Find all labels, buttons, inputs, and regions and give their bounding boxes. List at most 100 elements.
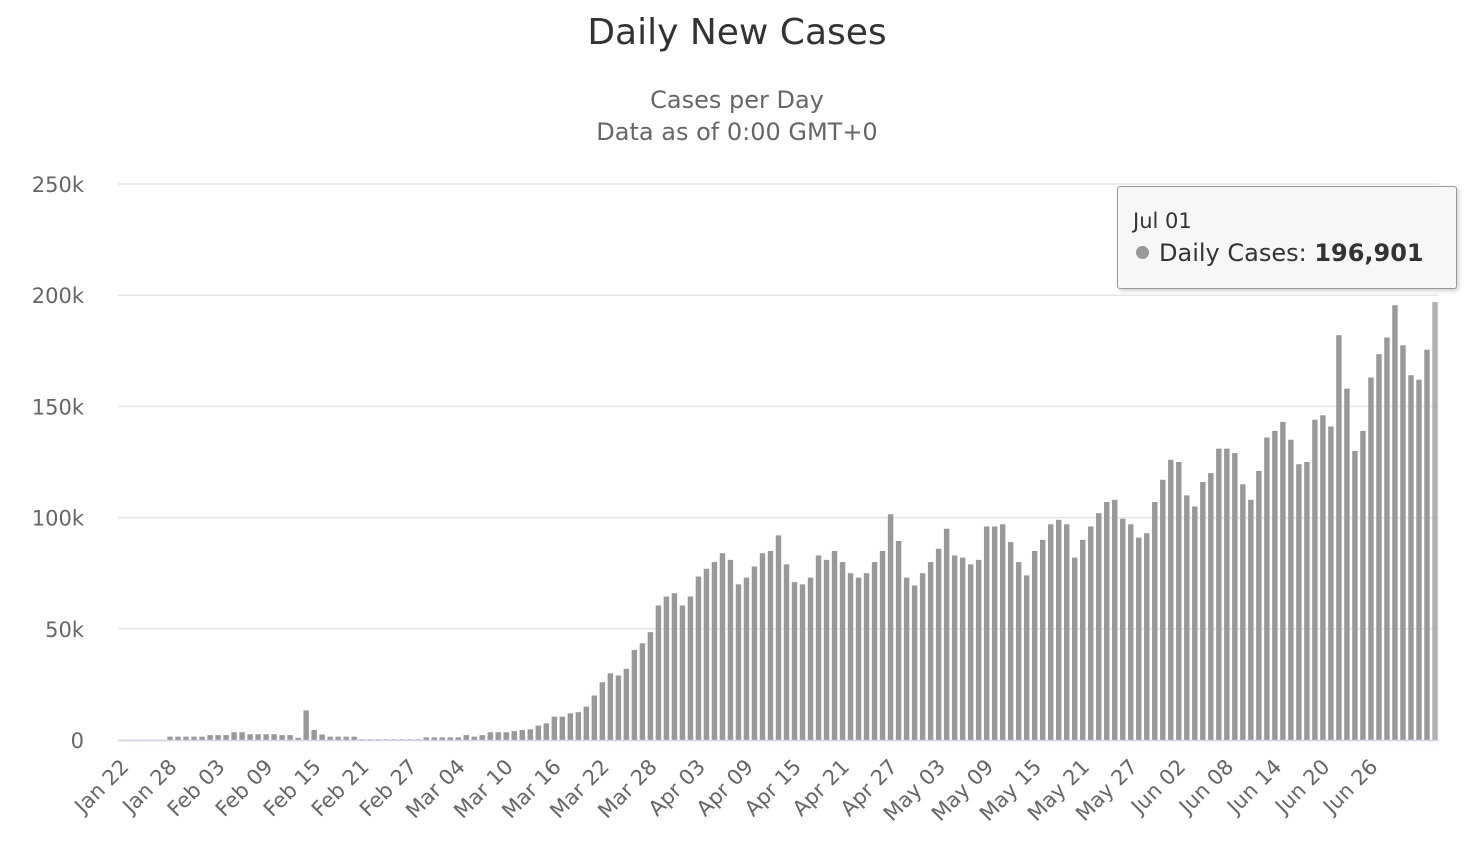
bar[interactable]: [583, 706, 590, 740]
bar[interactable]: [1200, 482, 1206, 740]
bar[interactable]: [599, 682, 606, 740]
bar[interactable]: [1360, 430, 1366, 740]
bar[interactable]: [727, 559, 734, 740]
bar[interactable]: [1248, 499, 1254, 740]
bar[interactable]: [199, 736, 205, 740]
bar[interactable]: [1128, 524, 1134, 740]
bars[interactable]: [119, 302, 1438, 741]
bar[interactable]: [967, 564, 974, 740]
bar[interactable]: [783, 564, 790, 740]
bar[interactable]: [751, 566, 758, 740]
bar[interactable]: [1224, 448, 1230, 740]
bar[interactable]: [527, 729, 534, 740]
bar[interactable]: [447, 737, 453, 740]
bar[interactable]: [895, 540, 902, 740]
bar[interactable]: [1136, 537, 1142, 740]
bar[interactable]: [567, 713, 574, 740]
bar[interactable]: [999, 524, 1006, 740]
bar[interactable]: [1344, 388, 1350, 740]
bar[interactable]: [191, 736, 197, 740]
bar[interactable]: [455, 737, 461, 740]
bar[interactable]: [183, 736, 189, 740]
bar[interactable]: [839, 562, 846, 740]
bar[interactable]: [1416, 379, 1422, 740]
bar[interactable]: [1055, 519, 1062, 740]
bar[interactable]: [519, 729, 526, 740]
bar[interactable]: [207, 735, 213, 740]
bar[interactable]: [1176, 462, 1182, 740]
bar[interactable]: [1023, 575, 1030, 740]
bar[interactable]: [1328, 426, 1334, 740]
bar[interactable]: [511, 731, 518, 740]
bar[interactable]: [1208, 473, 1214, 740]
bar[interactable]: [695, 576, 702, 740]
bar[interactable]: [1039, 539, 1046, 740]
bar[interactable]: [1312, 419, 1318, 740]
bar[interactable]: [991, 526, 998, 741]
bar[interactable]: [1088, 526, 1094, 741]
bar[interactable]: [911, 585, 918, 740]
bar[interactable]: [935, 548, 942, 740]
bar[interactable]: [335, 736, 341, 740]
bar[interactable]: [351, 736, 357, 740]
bar[interactable]: [623, 668, 630, 740]
bar[interactable]: [495, 732, 502, 740]
bar[interactable]: [1015, 562, 1022, 740]
bar[interactable]: [663, 596, 670, 740]
bar[interactable]: [1376, 354, 1382, 740]
bar[interactable]: [1232, 453, 1238, 740]
bar[interactable]: [1280, 421, 1286, 740]
bar[interactable]: [1168, 459, 1174, 740]
bar[interactable]: [1384, 337, 1390, 740]
bar[interactable]: [1031, 550, 1038, 740]
bar[interactable]: [551, 716, 558, 740]
bar[interactable]: [239, 732, 245, 740]
bar[interactable]: [463, 735, 469, 740]
bar[interactable]: [1432, 302, 1438, 740]
bar[interactable]: [1216, 448, 1222, 740]
bar[interactable]: [383, 739, 389, 740]
bar[interactable]: [391, 739, 397, 740]
bar[interactable]: [1264, 437, 1270, 740]
bar[interactable]: [887, 514, 894, 740]
bar[interactable]: [327, 736, 333, 740]
bar[interactable]: [735, 584, 742, 740]
bar[interactable]: [255, 734, 261, 740]
bar[interactable]: [1007, 542, 1014, 740]
bar[interactable]: [167, 736, 173, 740]
bar[interactable]: [767, 550, 774, 740]
bar[interactable]: [271, 734, 277, 740]
bar[interactable]: [439, 737, 445, 740]
bar[interactable]: [815, 555, 822, 740]
bar[interactable]: [879, 550, 886, 740]
bar[interactable]: [1424, 349, 1430, 740]
bar[interactable]: [1144, 533, 1150, 740]
bar[interactable]: [655, 605, 662, 740]
bar[interactable]: [535, 725, 542, 740]
bar[interactable]: [831, 550, 838, 740]
bar[interactable]: [423, 737, 429, 740]
bar[interactable]: [415, 739, 421, 740]
bar[interactable]: [279, 735, 285, 740]
bar[interactable]: [791, 582, 798, 740]
bar[interactable]: [263, 734, 269, 740]
bar[interactable]: [631, 649, 638, 740]
bar[interactable]: [1408, 375, 1414, 740]
bar[interactable]: [1272, 430, 1278, 740]
bar[interactable]: [1072, 557, 1078, 740]
bar[interactable]: [479, 735, 485, 740]
bar[interactable]: [287, 735, 293, 740]
bar[interactable]: [1104, 502, 1110, 740]
bar[interactable]: [1080, 539, 1086, 740]
bar[interactable]: [799, 584, 806, 740]
bar[interactable]: [175, 736, 181, 740]
bar[interactable]: [295, 737, 301, 740]
bar[interactable]: [471, 736, 477, 740]
bar[interactable]: [615, 675, 622, 741]
bar[interactable]: [375, 739, 381, 740]
bar[interactable]: [1304, 462, 1310, 740]
bar[interactable]: [823, 559, 830, 740]
bar[interactable]: [943, 528, 950, 740]
bar[interactable]: [607, 673, 614, 740]
